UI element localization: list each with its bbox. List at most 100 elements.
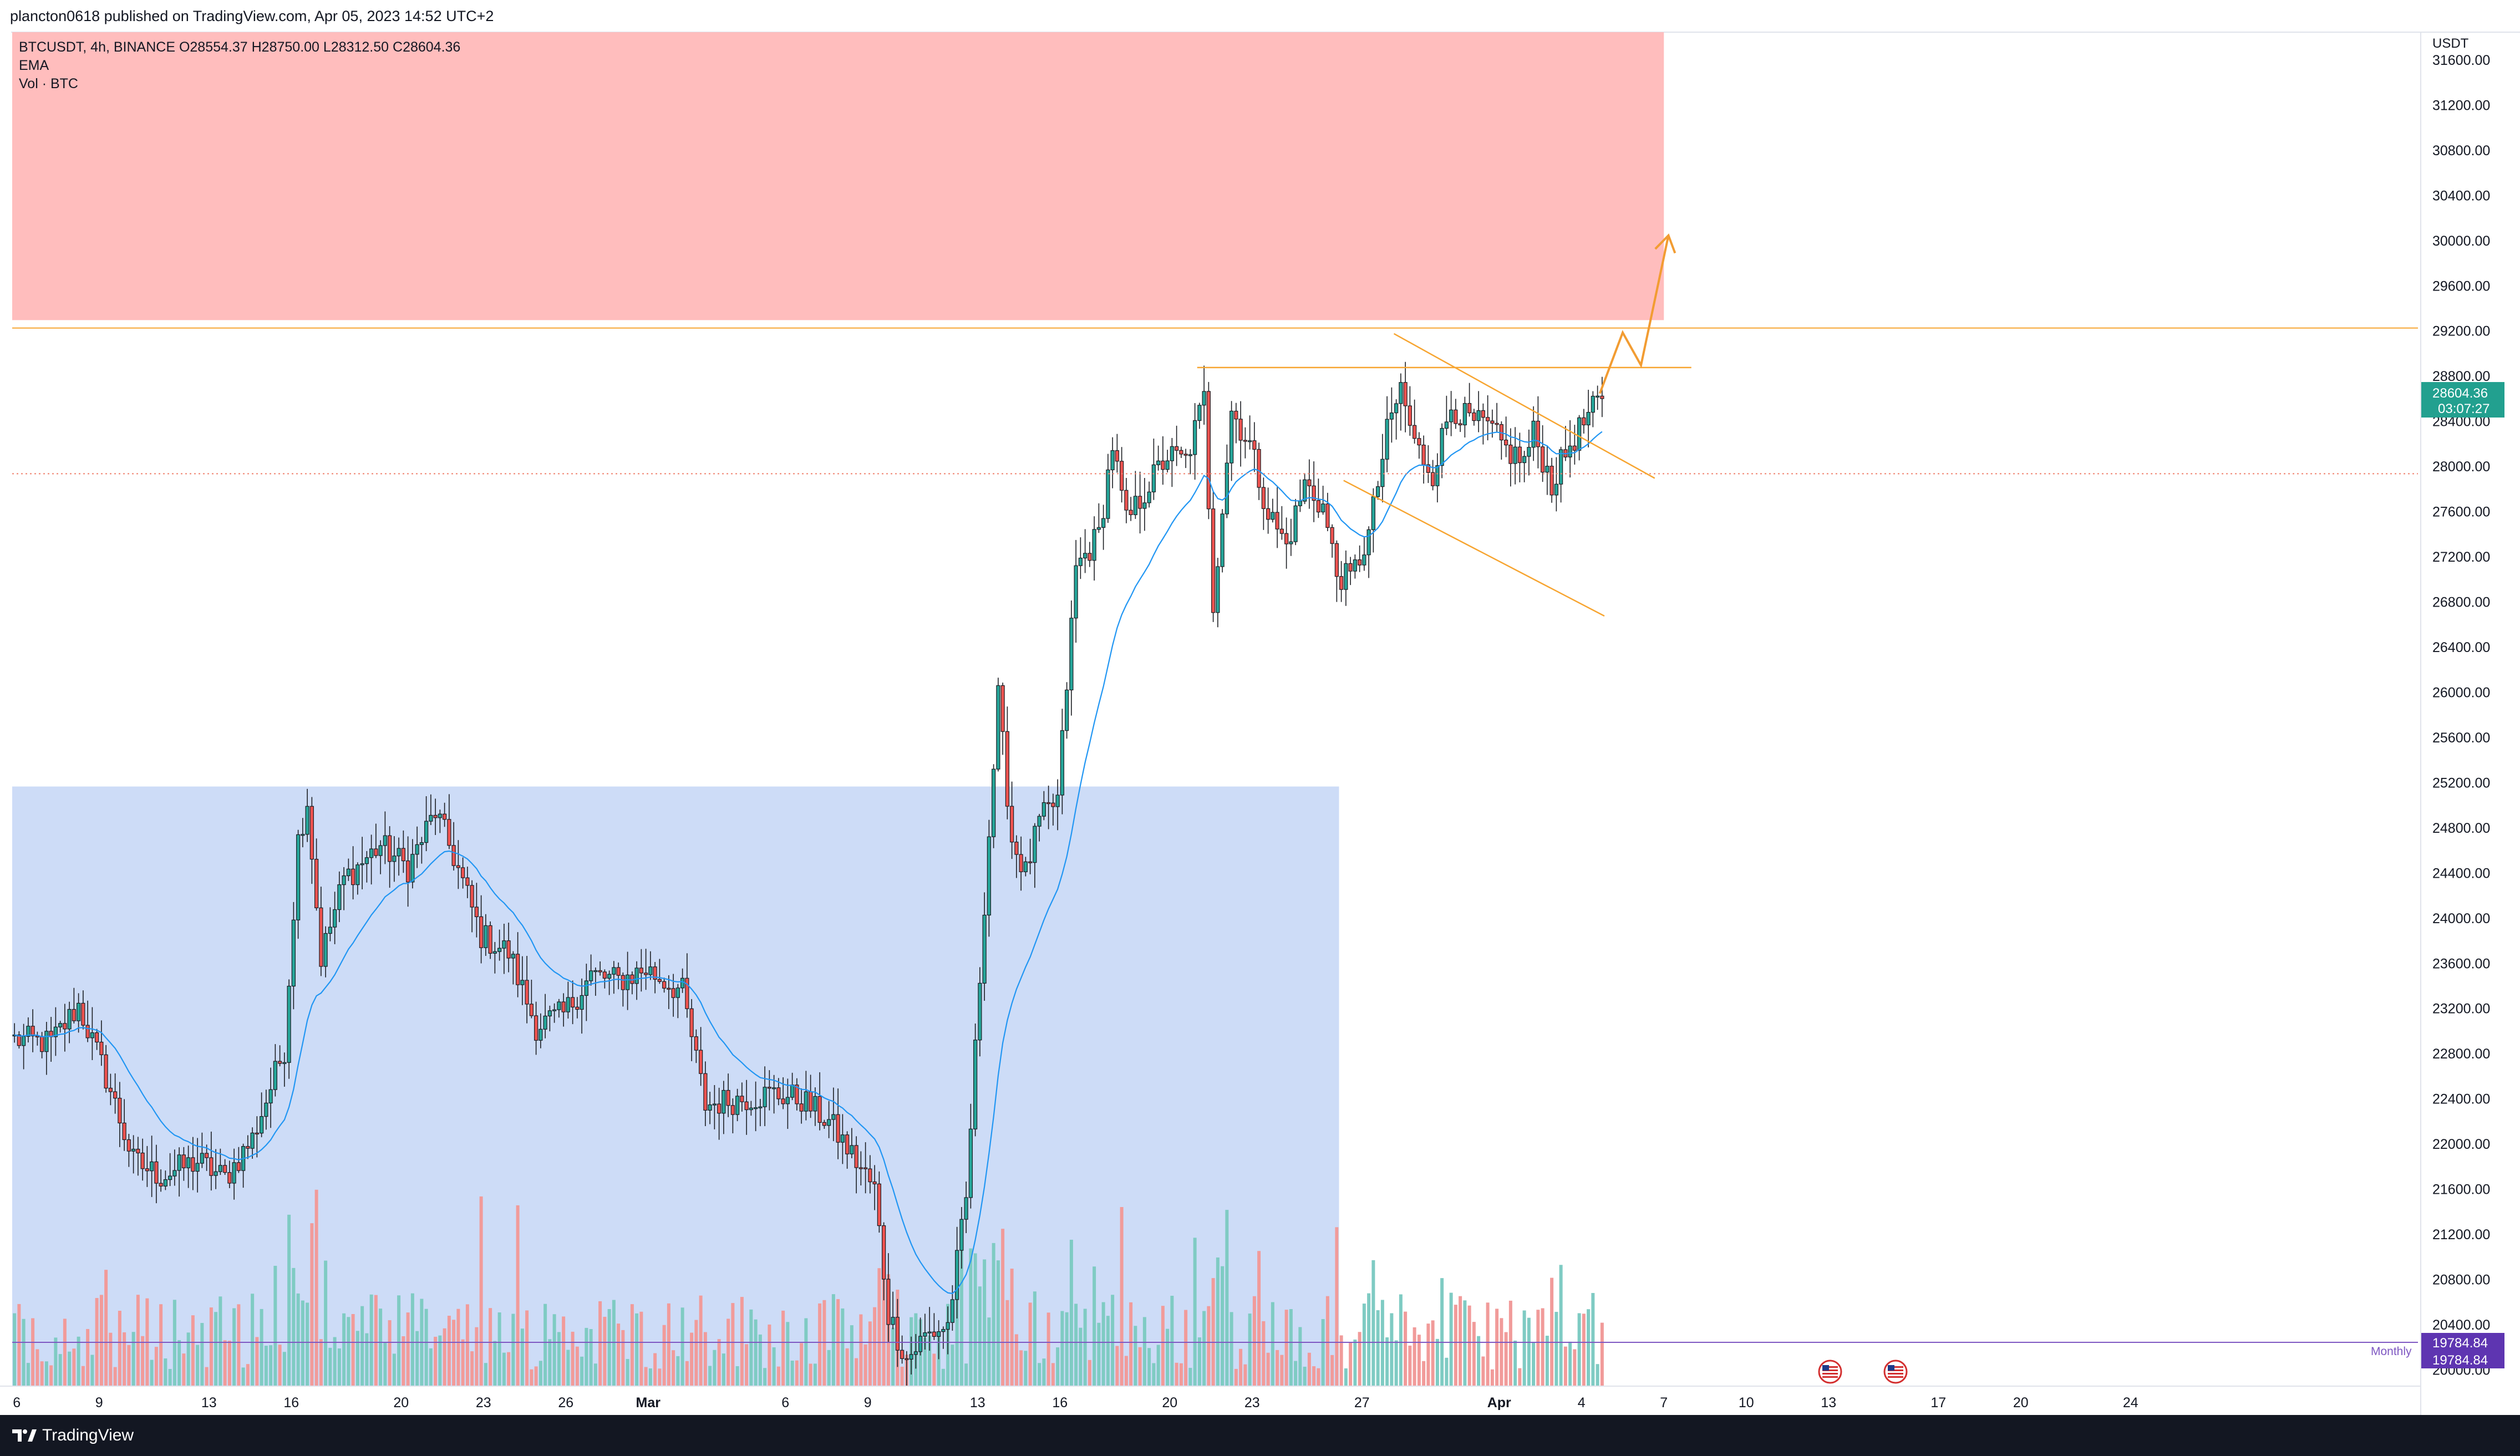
candle[interactable] [621, 972, 625, 1007]
candle[interactable] [598, 961, 602, 976]
candle[interactable] [1234, 403, 1238, 444]
candle[interactable] [77, 993, 81, 1033]
candle[interactable] [534, 1001, 538, 1055]
candle[interactable] [163, 1170, 167, 1190]
candle[interactable] [1211, 491, 1216, 622]
candle[interactable] [749, 1101, 753, 1116]
candle[interactable] [1417, 432, 1421, 459]
candle[interactable] [831, 1087, 836, 1142]
candle[interactable] [612, 961, 616, 994]
candle[interactable] [1348, 557, 1353, 586]
candle[interactable] [369, 834, 374, 885]
candle[interactable] [438, 810, 442, 833]
candle[interactable] [1078, 537, 1083, 579]
candle[interactable] [1161, 436, 1165, 485]
candle[interactable] [836, 1088, 840, 1159]
candle[interactable] [154, 1144, 159, 1204]
candle[interactable] [150, 1136, 154, 1197]
monthly-price-tag[interactable] [2421, 1333, 2504, 1368]
candle[interactable] [1124, 478, 1129, 523]
candle[interactable] [868, 1155, 872, 1194]
candle[interactable] [1238, 401, 1243, 467]
candle[interactable] [717, 1087, 722, 1140]
candle[interactable] [1344, 550, 1348, 606]
candle[interactable] [1151, 439, 1156, 500]
candle[interactable] [982, 892, 987, 1001]
candle[interactable] [937, 1320, 941, 1360]
candle[interactable] [1284, 517, 1289, 569]
candle[interactable] [822, 1119, 826, 1129]
candle[interactable] [63, 1004, 67, 1052]
candle[interactable] [1513, 427, 1517, 485]
candle[interactable] [319, 887, 323, 976]
candle[interactable] [232, 1148, 236, 1200]
candle[interactable] [81, 990, 85, 1030]
candle[interactable] [1467, 383, 1472, 417]
candle[interactable] [850, 1128, 854, 1158]
candle[interactable] [17, 1031, 21, 1049]
candle[interactable] [1362, 537, 1366, 571]
candle[interactable] [1358, 545, 1362, 572]
candle[interactable] [1385, 396, 1389, 472]
candle[interactable] [1325, 492, 1330, 532]
candle[interactable] [268, 1067, 273, 1128]
candle[interactable] [987, 819, 991, 937]
candle[interactable] [1188, 449, 1192, 475]
candle[interactable] [378, 840, 383, 874]
candle[interactable] [566, 981, 570, 1019]
candle[interactable] [186, 1146, 191, 1188]
candle[interactable] [456, 840, 460, 889]
candle[interactable] [85, 1000, 90, 1042]
candle[interactable] [927, 1307, 932, 1351]
candle[interactable] [1092, 516, 1096, 581]
candle[interactable] [1517, 432, 1522, 482]
candle[interactable] [108, 1073, 113, 1106]
candle[interactable] [260, 1092, 264, 1138]
candle[interactable] [708, 1092, 712, 1124]
candle[interactable] [932, 1313, 936, 1340]
candle[interactable] [383, 811, 387, 864]
candle[interactable] [1000, 683, 1005, 755]
candle[interactable] [1115, 434, 1119, 473]
candle[interactable] [758, 1098, 763, 1127]
candle[interactable] [1261, 477, 1266, 530]
candle[interactable] [1536, 396, 1540, 469]
candle[interactable] [804, 1071, 808, 1121]
candle[interactable] [1096, 503, 1101, 533]
candle[interactable] [26, 1017, 31, 1043]
candle[interactable] [845, 1131, 850, 1169]
candle[interactable] [1120, 447, 1124, 503]
candle[interactable] [589, 954, 593, 986]
candle[interactable] [1545, 445, 1549, 495]
candle[interactable] [397, 837, 401, 876]
candle[interactable] [465, 867, 470, 898]
us-flag-icon[interactable] [1883, 1360, 1908, 1384]
candle[interactable] [1041, 791, 1046, 821]
candle[interactable] [172, 1149, 177, 1186]
volume-legend[interactable]: Vol · BTC [19, 76, 78, 91]
candle[interactable] [1541, 425, 1545, 482]
candle[interactable] [1271, 498, 1275, 523]
candle[interactable] [754, 1081, 758, 1132]
candle[interactable] [314, 838, 319, 911]
candle[interactable] [1316, 478, 1320, 518]
candle[interactable] [159, 1169, 163, 1192]
candle[interactable] [502, 924, 506, 974]
candle[interactable] [1413, 399, 1417, 444]
candle[interactable] [474, 883, 479, 938]
candle[interactable] [1449, 391, 1454, 436]
candle[interactable] [735, 1088, 740, 1122]
candle[interactable] [205, 1144, 209, 1171]
candle[interactable] [1248, 415, 1252, 450]
candle[interactable] [827, 1101, 831, 1138]
candle[interactable] [648, 951, 653, 980]
candle[interactable] [1339, 561, 1344, 602]
candle[interactable] [401, 830, 405, 873]
candle[interactable] [1197, 403, 1202, 429]
candle[interactable] [584, 964, 588, 1021]
candle[interactable] [795, 1078, 799, 1111]
candle[interactable] [1010, 781, 1014, 859]
candle[interactable] [817, 1072, 822, 1131]
candle[interactable] [1353, 554, 1357, 579]
candle[interactable] [895, 1299, 900, 1367]
